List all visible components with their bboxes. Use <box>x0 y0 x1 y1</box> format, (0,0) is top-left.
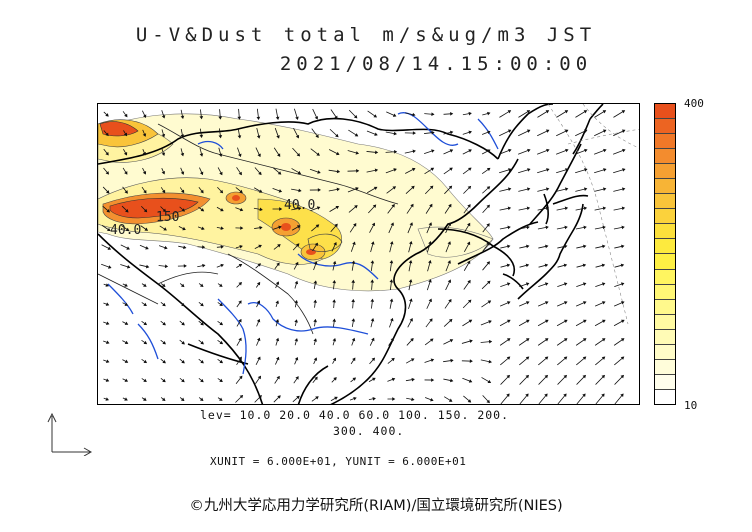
colorbar-segment <box>655 164 675 180</box>
colorbar-segment <box>655 119 675 135</box>
colorbar-segment <box>655 224 675 240</box>
colorbar-segment <box>655 134 675 150</box>
colorbar-segment <box>655 314 675 330</box>
chart-title: U-V&Dust total m/s&ug/m3 JST <box>135 24 597 46</box>
colorbar-segment <box>655 344 675 360</box>
colorbar-min-label: 10 <box>684 399 698 412</box>
colorbar-segment <box>655 254 675 270</box>
contour-levels-line2: 300. 400. <box>333 424 405 438</box>
colorbar-segment <box>655 239 675 255</box>
colorbar-segment <box>655 284 675 300</box>
contour-label: 40.0 <box>110 223 141 238</box>
rivers <box>107 112 499 375</box>
contour-levels-line1: lev= 10.0 20.0 40.0 60.0 100. 150. 200. <box>200 408 510 422</box>
borders <box>98 123 399 335</box>
colorbar-segment <box>655 149 675 165</box>
colorbar-segment <box>655 104 675 120</box>
dust-shading <box>98 113 494 292</box>
colorbar <box>654 103 676 405</box>
chart-timestamp: 2021/08/14.15:00:00 <box>279 53 593 75</box>
contour-label: 150 <box>156 210 179 225</box>
colorbar-max-label: 400 <box>684 97 704 110</box>
wind-vectors <box>101 108 626 404</box>
copyright-credit: ©九州大学応用力学研究所(RIAM)/国立環境研究所(NIES) <box>189 498 563 514</box>
dust-map: 40.0 150 40.0 <box>97 103 640 405</box>
colorbar-segment <box>655 389 675 404</box>
colorbar-segment <box>655 209 675 225</box>
coastlines <box>98 104 604 404</box>
reference-axes-icon <box>47 412 93 456</box>
graticule <box>547 104 639 325</box>
colorbar-segment <box>655 269 675 285</box>
colorbar-segment <box>655 194 675 210</box>
colorbar-segment <box>655 179 675 195</box>
colorbar-segment <box>655 374 675 390</box>
colorbar-segment <box>655 359 675 375</box>
colorbar-segment <box>655 299 675 315</box>
colorbar-segment <box>655 329 675 345</box>
contour-label: 40.0 <box>284 198 315 213</box>
vector-units: XUNIT = 6.000E+01, YUNIT = 6.000E+01 <box>210 455 467 468</box>
